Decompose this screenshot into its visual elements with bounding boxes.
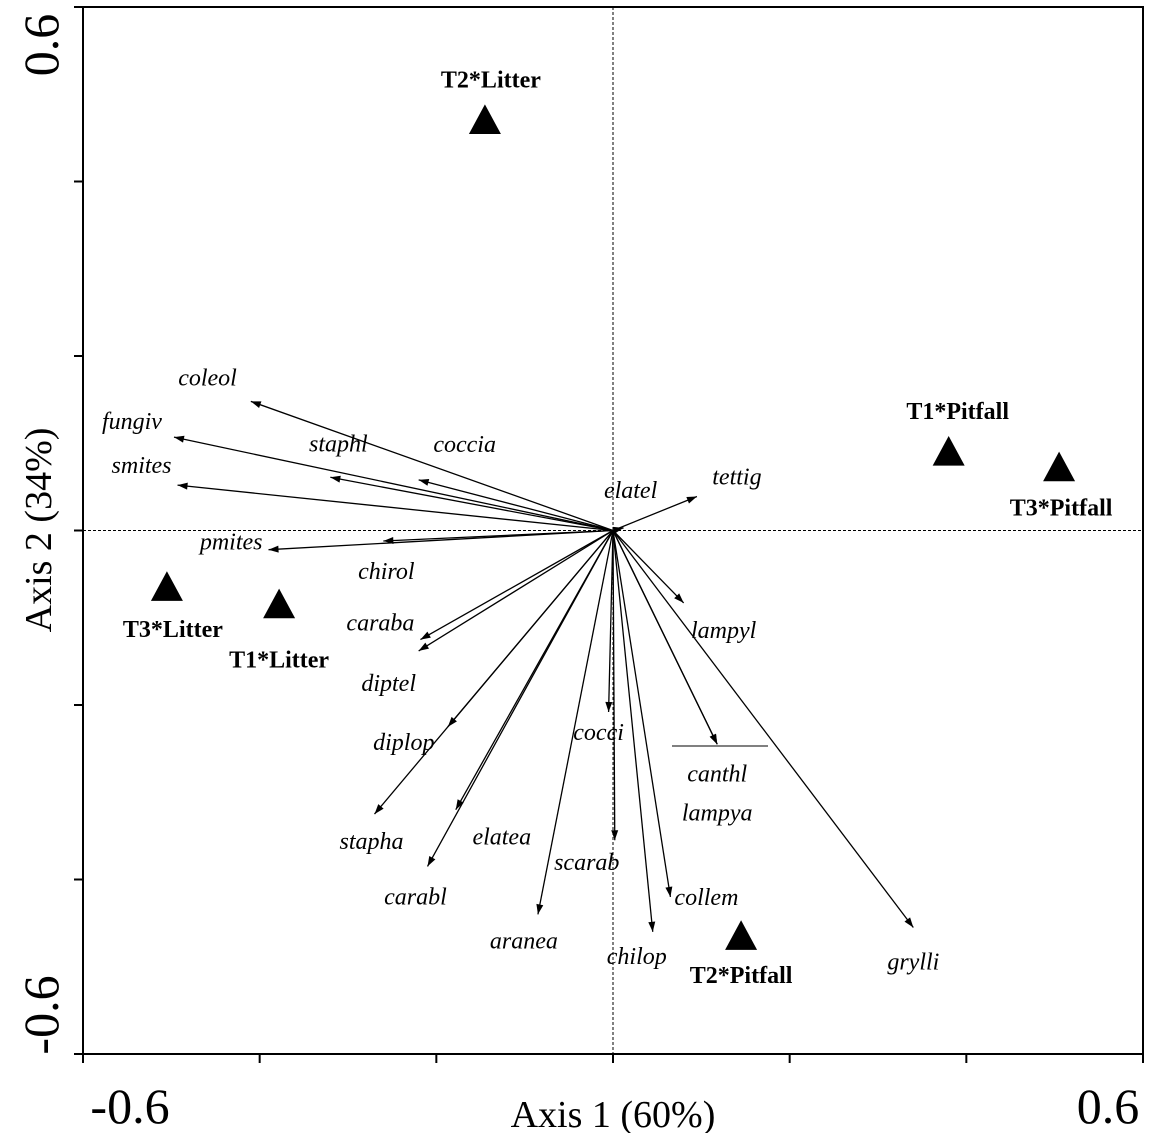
label-elatea: elatea — [472, 825, 531, 851]
label-caraba: caraba — [346, 611, 414, 637]
site-label: T1*Pitfall — [906, 399, 1009, 425]
arrowhead-staphl — [330, 475, 341, 483]
arrowhead-pmites — [268, 545, 279, 553]
arrowhead-cocci — [605, 701, 613, 712]
arrowhead-lampyl — [674, 593, 684, 603]
site-marker — [725, 920, 758, 950]
label-lampya: lampya — [682, 800, 753, 826]
arrowhead-grylli — [904, 917, 914, 928]
x-axis-title: Axis 1 (60%) — [511, 1094, 716, 1133]
label-chirol: chirol — [358, 559, 415, 585]
site-marker — [932, 435, 965, 466]
arrowhead-collem — [665, 886, 673, 897]
label-pmites: pmites — [198, 530, 263, 556]
arrow-smites — [177, 484, 614, 532]
arrowhead-diptel — [418, 642, 430, 651]
label-lampyl: lampyl — [691, 618, 757, 644]
label-aranea: aranea — [490, 928, 558, 954]
y-axis-title: Axis 2 (34%) — [18, 428, 60, 633]
site-label: T1*Litter — [229, 648, 329, 674]
arrow-caraba — [420, 529, 614, 641]
arrow-aranea — [537, 530, 614, 915]
label-staphl: staphl — [309, 431, 368, 457]
label-coccia: coccia — [433, 432, 496, 458]
arrow-cocci — [607, 530, 614, 712]
label-chilop: chilop — [607, 944, 667, 970]
label-elatel: elatel — [604, 478, 658, 504]
arrowhead-chirol — [383, 537, 394, 545]
species-arrows — [173, 400, 914, 932]
site-labels: T2*Litter T1*Pitfall T3*Pitfall T3*LitterT1… — [123, 67, 1113, 989]
label-tettig: tettig — [712, 464, 761, 490]
arrow-fungiv — [173, 436, 614, 532]
arrow-chirol — [383, 529, 614, 542]
arrowhead-carabl — [427, 855, 436, 867]
arrow-scarab — [612, 530, 616, 841]
arrow-staphl — [330, 476, 614, 532]
arrowhead-coleol — [250, 401, 262, 409]
arrowhead-smites — [177, 482, 188, 490]
site-markers — [150, 104, 1076, 950]
label-diplop: diplop — [373, 730, 434, 756]
species-labels: coleol fungiv smites staphl coccia elatel tett… — [102, 365, 939, 975]
arrowhead-caraba — [420, 631, 431, 640]
arrowhead-elatea — [455, 799, 464, 810]
site-label: T3*Litter — [123, 617, 223, 643]
label-collem: collem — [674, 885, 738, 911]
x-tick-max: 0.6 — [1077, 1078, 1140, 1133]
arrowhead-scarab — [611, 830, 619, 841]
label-scarab: scarab — [554, 850, 619, 876]
arrow-diptel — [418, 529, 614, 652]
arrow-coleol — [250, 400, 614, 532]
y-tick-min: -0.6 — [13, 975, 69, 1054]
x-tick-min: -0.6 — [90, 1078, 169, 1133]
arrow-grylli — [612, 530, 914, 928]
site-marker — [263, 588, 296, 619]
arrowhead-lampya — [709, 733, 718, 745]
site-label: T3*Pitfall — [1010, 496, 1113, 522]
label-stapha: stapha — [339, 829, 403, 855]
arrow-tettig — [612, 495, 698, 532]
arrow-collem — [612, 530, 672, 898]
label-cocci: cocci — [573, 720, 624, 746]
label-carabl: carabl — [384, 884, 447, 910]
arrow-lampya — [612, 530, 718, 745]
label-fungiv: fungiv — [102, 409, 162, 435]
site-marker — [1043, 451, 1076, 482]
arrow-coccia — [418, 479, 614, 532]
axis-ticks — [74, 6, 1144, 1063]
y-tick-max: 0.6 — [13, 14, 69, 77]
label-canthl: canthl — [687, 761, 747, 787]
site-marker — [150, 571, 183, 601]
arrowhead-elatel — [613, 526, 624, 534]
arrowhead-tettig — [686, 496, 697, 504]
arrowhead-coccia — [418, 479, 430, 486]
arrow-chilop — [612, 530, 654, 932]
arrow-lampyl — [612, 530, 685, 604]
arrowhead-aranea — [536, 903, 544, 915]
label-diptel: diptel — [361, 671, 416, 697]
arrow-carabl — [426, 530, 614, 867]
site-label: T2*Pitfall — [690, 963, 793, 989]
arrowhead-fungiv — [173, 435, 185, 443]
site-label: T2*Litter — [441, 67, 541, 93]
arrowhead-chilop — [648, 921, 656, 932]
label-smites: smites — [112, 453, 172, 479]
label-coleol: coleol — [178, 365, 237, 391]
arrow-stapha — [374, 530, 614, 815]
site-marker — [468, 104, 501, 135]
label-grylli: grylli — [887, 949, 939, 975]
arrowhead-stapha — [374, 804, 384, 815]
